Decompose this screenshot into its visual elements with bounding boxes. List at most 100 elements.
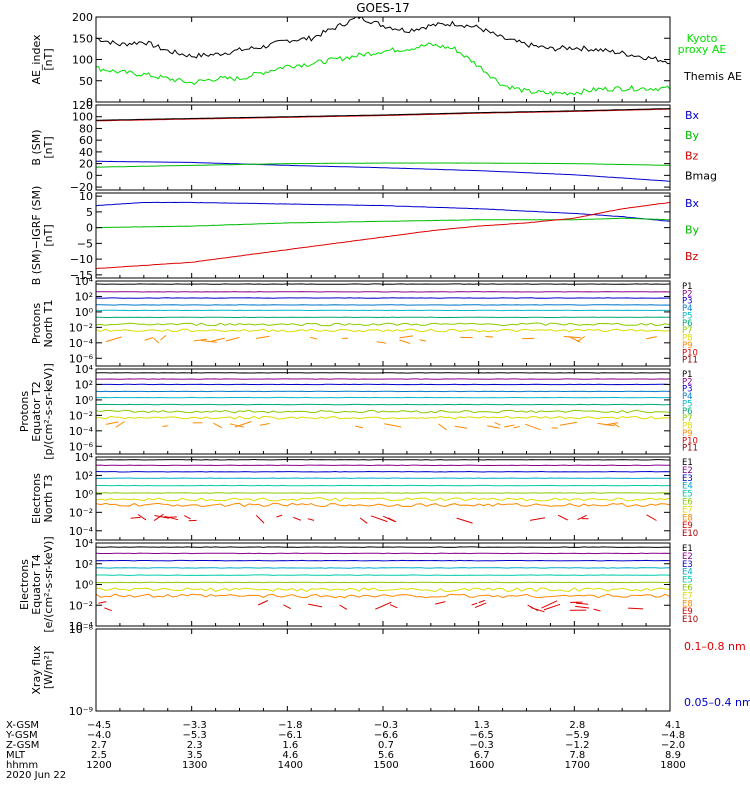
legend-entry: E6 (682, 584, 693, 594)
panel-7: 10⁻⁸ 10⁻⁹ Xray flux [W/m²] 0.1–0.8 nm 0.05–0.… (30, 623, 750, 718)
x-column-value: 1200 (86, 760, 111, 771)
legend-entry: P10 (682, 436, 698, 446)
series-e6 (96, 492, 670, 494)
legend-entry: E7 (682, 505, 693, 515)
y-axis-label: Electrons (18, 559, 31, 610)
y-tick-label: −10 (70, 253, 93, 266)
y-tick-label: 20 (79, 158, 93, 171)
y-axis-label: [p/(cm²-s-sr-keV)] (42, 363, 55, 460)
legend-entry: E7 (682, 591, 693, 601)
y-tick-label: 100 (72, 54, 93, 67)
legend-entry: P5 (682, 399, 693, 409)
y-axis-label: [e/(cm²-s-sr-keV)] (42, 536, 55, 632)
x-column-value: 0.7 (378, 740, 394, 751)
y-axis-label: Xray flux (30, 645, 43, 695)
x-column-value: 1700 (565, 760, 590, 771)
y-tick-label: −15 (70, 269, 93, 282)
x-column-value: −2.0 (661, 740, 685, 751)
x-row-label: Y-GSM (5, 730, 38, 741)
series-group (96, 372, 670, 431)
y-tick-label: 10⁰ (75, 306, 94, 319)
series-e4 (96, 567, 670, 569)
y-axis-label: [nT] (42, 224, 55, 246)
panel-frame (95, 628, 671, 712)
legend-entry: E4 (682, 482, 693, 492)
legend-entry: Bmag (685, 170, 717, 183)
x-column-value: 1300 (182, 760, 207, 771)
legend-entry: P2 (682, 377, 693, 387)
series-p9 (105, 335, 657, 344)
legend-entry: P6 (682, 407, 693, 417)
legend-entry: E10 (682, 615, 698, 625)
x-column-value: 2.3 (187, 740, 203, 751)
series-e7 (96, 497, 670, 502)
y-tick-label: 60 (79, 134, 93, 147)
y-tick-label: 0 (86, 96, 93, 109)
x-column-value: 7.8 (569, 750, 585, 761)
y-axis-label: [W/m²] (42, 651, 55, 689)
x-column-value: −0.3 (374, 720, 398, 731)
x-column-value: −1.8 (278, 720, 302, 731)
legend-entry: P8 (682, 334, 693, 344)
legend-entry: P10 (682, 348, 698, 358)
x-column-value: −6.1 (278, 730, 302, 741)
x-column-value: 8.9 (665, 750, 681, 761)
y-tick-label: 10⁻⁴ (69, 525, 94, 538)
y-tick-label: 10⁻⁶ (69, 352, 94, 365)
y-axis-label: B (SM) (30, 129, 43, 165)
x-row-label: X-GSM (6, 720, 39, 731)
y-tick-label: 10⁻⁴ (69, 620, 94, 633)
legend-entry: E3 (682, 560, 693, 570)
y-tick-label: 10⁰ (75, 488, 94, 501)
x-column-value: −4.0 (87, 730, 111, 741)
series-e8 (96, 593, 670, 599)
y-tick-label: 40 (79, 146, 93, 159)
y-tick-label: 80 (79, 122, 93, 135)
y-tick-label: 10⁻² (69, 409, 93, 422)
series-e3 (96, 470, 670, 473)
y-axis-label: Protons (30, 303, 43, 344)
legend-entry: E3 (682, 474, 693, 484)
x-column-value: 2.5 (91, 750, 107, 761)
y-tick-label: 10⁻⁸ (69, 623, 94, 636)
x-row-label: Z-GSM (6, 740, 39, 751)
legend-entry: P4 (682, 392, 693, 402)
y-tick-label: 10⁴ (75, 275, 94, 288)
legend-entry: P1 (682, 282, 693, 292)
x-column-value: −6.6 (374, 730, 398, 741)
legend-entry: P7 (682, 414, 693, 424)
x-column-value: 4.1 (665, 720, 681, 731)
panel-frame (95, 542, 671, 627)
series-by (96, 162, 670, 168)
x-column-value: 1800 (660, 760, 685, 771)
y-tick-label: 10² (75, 558, 93, 571)
legend-entry: E4 (682, 568, 693, 578)
panel-4: 10⁴ 10² 10⁰ 10⁻² 10⁻⁴ 10⁻⁶ Protons Equator T2 [p… (18, 363, 698, 460)
y-tick-label: 10⁻² (69, 321, 93, 334)
y-tick-label: 10⁰ (75, 579, 94, 592)
x-column-value: −0.3 (470, 740, 494, 751)
x-column-value: 1500 (373, 760, 398, 771)
x-column-value: 1600 (469, 760, 494, 771)
x-column-value: −6.5 (470, 730, 494, 741)
series-bx (96, 201, 670, 222)
y-tick-label: 10² (75, 378, 93, 391)
legend-entry: E8 (682, 513, 693, 523)
y-tick-label: 10⁻⁶ (69, 440, 94, 453)
series-bx (96, 160, 670, 182)
y-axis-label: North T1 (42, 300, 55, 348)
y-tick-label: 100 (72, 111, 93, 124)
y-tick-label: 10⁰ (75, 394, 94, 407)
legend-entry: E1 (682, 544, 693, 554)
x-column-value: −1.2 (565, 740, 589, 751)
y-axis-label: AE_index (30, 34, 43, 85)
y-tick-label: 10⁴ (75, 363, 94, 376)
legend-entry: E2 (682, 552, 693, 562)
series-p9 (105, 421, 620, 431)
x-column-value: 2.7 (91, 740, 107, 751)
legend-entry: Kyoto (687, 32, 718, 45)
legend-entry: P5 (682, 311, 693, 321)
